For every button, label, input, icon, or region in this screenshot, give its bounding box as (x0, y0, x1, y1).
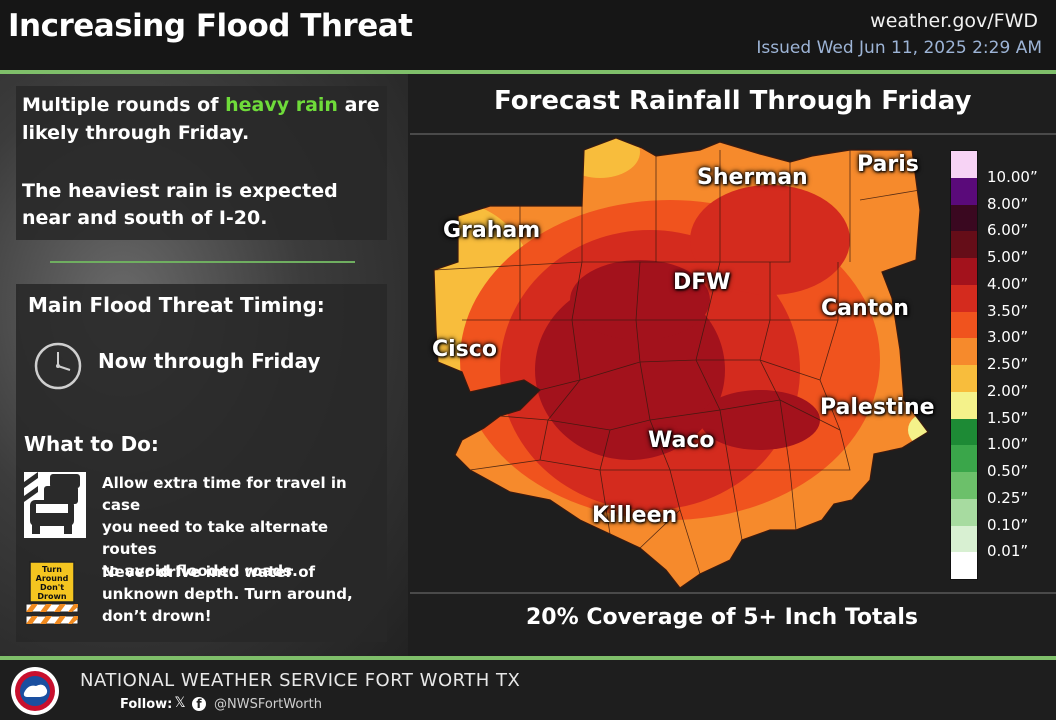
svg-text:Turn: Turn (42, 565, 62, 574)
legend-label: 1.50” (987, 408, 1029, 427)
summary-line-2: likely through Friday. (22, 122, 250, 144)
city-label-sherman: Sherman (697, 165, 808, 190)
legend-swatch (951, 177, 977, 205)
legend-label: 0.50” (987, 462, 1029, 480)
clock-icon (34, 342, 82, 390)
legend-swatch (951, 311, 977, 339)
follow-label: Follow: (120, 697, 173, 712)
guidance-box (16, 284, 387, 642)
city-label-killeen: Killeen (592, 503, 678, 528)
svg-text:Around: Around (36, 574, 69, 583)
rainfall-legend-bar (950, 150, 978, 580)
legend-swatch (951, 472, 977, 499)
legend-swatch (951, 365, 977, 392)
legend-swatch (951, 498, 977, 526)
city-label-graham: Graham (443, 218, 541, 243)
todo-item-2: Never drive into water of unknown depth. … (102, 563, 353, 625)
timing-heading: Main Flood Threat Timing: (28, 293, 325, 317)
nws-logo (11, 667, 59, 715)
city-label-waco: Waco (648, 428, 715, 453)
website-link[interactable]: weather.gov/FWD (870, 10, 1038, 32)
svg-text:Don't: Don't (40, 583, 64, 592)
legend-swatch (951, 151, 977, 178)
legend-label: 3.50” (987, 301, 1029, 320)
what-to-do-heading: What to Do: (24, 432, 159, 456)
header-divider (0, 70, 1056, 74)
issued-timestamp: Issued Wed Jun 11, 2025 2:29 AM (756, 38, 1042, 58)
legend-label: 0.10” (987, 515, 1029, 534)
footer-organization: NATIONAL WEATHER SERVICE FORT WORTH TX (80, 670, 521, 691)
summary-box (16, 86, 387, 240)
legend-swatch (951, 391, 977, 419)
legend-label: 0.25” (987, 488, 1029, 507)
legend-label: 5.00” (987, 248, 1029, 266)
summary-line-1: Multiple rounds of heavy rain are (22, 94, 380, 116)
legend-swatch (951, 525, 977, 553)
city-label-dfw: DFW (673, 270, 731, 295)
legend-swatch (951, 231, 977, 258)
legend-label: 2.50” (987, 355, 1029, 373)
coverage-caption: 20% Coverage of 5+ Inch Totals (526, 605, 919, 630)
legend-swatch (951, 204, 977, 232)
rainfall-map (433, 137, 929, 589)
legend-label: 1.00” (987, 435, 1029, 454)
map-top-rule (410, 133, 1056, 135)
facebook-icon[interactable]: f (192, 697, 206, 711)
map-title: Forecast Rainfall Through Friday (494, 86, 972, 116)
legend-swatch (951, 552, 977, 579)
map-bottom-rule (410, 592, 1056, 594)
todo-item-1: Allow extra time for travel in case you n… (102, 474, 347, 580)
timing-text: Now through Friday (98, 349, 321, 373)
legend-label: 2.00” (987, 381, 1029, 400)
legend-label: 3.00” (987, 328, 1029, 347)
page-title: Increasing Flood Threat (8, 8, 413, 44)
x-social-icon[interactable]: 𝕏 (174, 695, 186, 711)
svg-text:Drown: Drown (37, 592, 66, 601)
city-label-palestine: Palestine (820, 395, 935, 420)
legend-swatch (951, 445, 977, 472)
legend-label: 8.00” (987, 194, 1029, 213)
summary-line-3: The heaviest rain is expected (22, 180, 338, 202)
traffic-cars-icon (24, 472, 86, 538)
legend-swatch (951, 258, 977, 285)
city-label-cisco: Cisco (432, 337, 497, 362)
footer-divider (0, 656, 1056, 660)
panel-divider (50, 261, 355, 263)
legend-swatch (951, 284, 977, 312)
turn-around-dont-drown-sign-icon: Turn Around Don't Drown (25, 561, 79, 625)
legend-label: 0.01” (987, 542, 1029, 561)
legend-label: 10.00” (987, 167, 1038, 186)
city-label-canton: Canton (821, 296, 909, 321)
heavy-rain-highlight: heavy rain (225, 94, 338, 116)
legend-swatch (951, 338, 977, 365)
legend-label: 6.00” (987, 221, 1029, 240)
legend-swatch (951, 418, 977, 446)
legend-label: 4.00” (987, 274, 1029, 293)
social-handle[interactable]: @NWSFortWorth (214, 697, 322, 712)
city-label-paris: Paris (857, 152, 919, 177)
summary-line-4: near and south of I-20. (22, 207, 268, 229)
header-bar (0, 0, 1056, 70)
